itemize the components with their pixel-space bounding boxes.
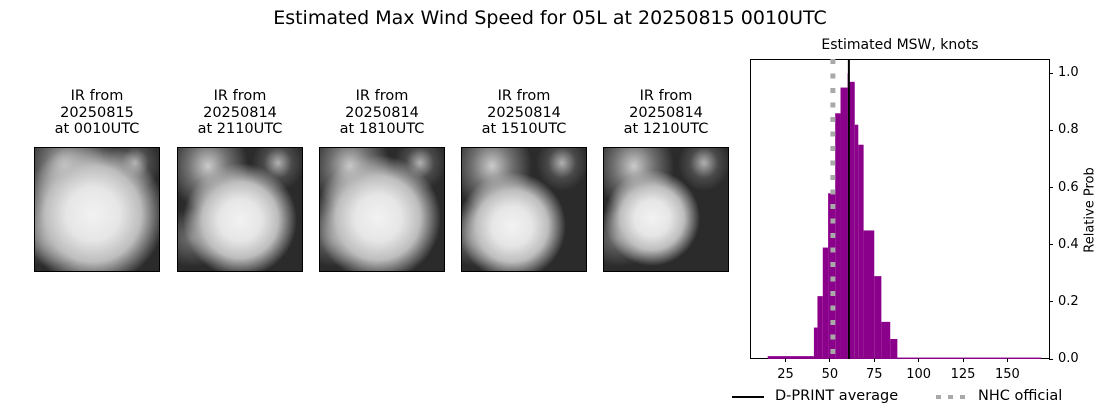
y-axis-label: Relative Prob: [1082, 167, 1098, 253]
legend-label-nhc: NHC official: [978, 388, 1063, 404]
histogram-axes: [750, 59, 1050, 360]
histogram-bar: [863, 230, 875, 359]
y-tick-label: 1.0: [1058, 65, 1079, 81]
x-tick: [962, 358, 964, 362]
ir-panel: IR from 20250814 at 1210UTC: [603, 88, 729, 272]
x-tick-label: 100: [906, 367, 932, 382]
y-tick: [1049, 358, 1053, 360]
ir-panel-title: IR from 20250814 at 1510UTC: [481, 88, 567, 137]
ir-satellite-image: [603, 147, 729, 272]
ir-satellite-image: [461, 147, 587, 272]
ir-panel-title: IR from 20250814 at 2110UTC: [197, 88, 283, 137]
histogram-bar: [767, 356, 814, 359]
histogram-bar: [858, 144, 864, 359]
histogram-plot: [767, 59, 1042, 360]
histogram-bar: [849, 81, 855, 359]
ir-panel-title: IR from 20250814 at 1210UTC: [623, 88, 709, 137]
histogram-bar: [835, 113, 841, 360]
histogram-bar: [874, 276, 882, 359]
ir-satellite-image: [34, 147, 160, 272]
y-tick-label: 0.0: [1058, 351, 1079, 366]
ir-panel: IR from 20250815 at 0010UTC: [34, 88, 160, 272]
x-tick: [873, 358, 875, 362]
ir-satellite-image: [177, 147, 303, 272]
y-tick: [1049, 129, 1053, 131]
y-tick-label: 0.8: [1058, 122, 1079, 138]
x-tick: [785, 358, 786, 362]
x-tick: [829, 358, 831, 362]
y-tick-label: 0.2: [1058, 293, 1079, 309]
y-tick-label: 0.6: [1058, 179, 1079, 195]
histogram-bar: [897, 357, 1042, 359]
histogram-bar: [854, 124, 859, 359]
ir-panel-title: IR from 20250814 at 1810UTC: [339, 88, 425, 137]
histogram-bar: [828, 193, 836, 359]
histogram-bar: [890, 339, 898, 359]
y-tick: [1049, 72, 1053, 74]
ir-panel: IR from 20250814 at 1510UTC: [461, 88, 587, 272]
ir-satellite-image: [319, 147, 445, 272]
legend-label-dprint: D-PRINT average: [775, 388, 899, 404]
y-tick-label: 0.4: [1058, 236, 1079, 252]
histogram-bar: [881, 321, 891, 359]
x-tick-label: 50: [821, 367, 839, 382]
ir-panel: IR from 20250814 at 1810UTC: [319, 88, 445, 272]
ir-panel: IR from 20250814 at 2110UTC: [177, 88, 303, 272]
x-tick: [918, 358, 920, 362]
y-tick: [1049, 187, 1053, 189]
figure-title: Estimated Max Wind Speed for 05L at 2025…: [273, 7, 827, 29]
y-tick: [1049, 301, 1053, 303]
histogram-bar: [813, 327, 818, 359]
x-tick-label: 125: [950, 367, 976, 382]
x-tick: [1006, 358, 1008, 362]
histogram-bar: [840, 87, 848, 360]
histogram-bar: [822, 247, 829, 359]
x-tick-label: 75: [865, 367, 883, 382]
histogram-bar: [817, 296, 823, 359]
x-tick-label: 25: [777, 367, 794, 382]
ir-panel-title: IR from 20250815 at 0010UTC: [54, 88, 140, 137]
y-tick: [1049, 244, 1053, 246]
histogram-title: Estimated MSW, knots: [821, 37, 979, 53]
x-tick-label: 150: [994, 367, 1020, 382]
